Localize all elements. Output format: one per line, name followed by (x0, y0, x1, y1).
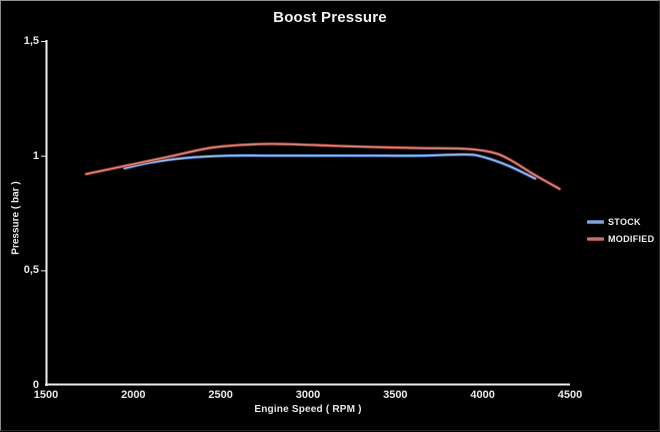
x-tick-label: 2500 (208, 389, 233, 401)
x-tick-label: 3500 (383, 389, 408, 401)
legend-item-stock: STOCK (587, 213, 654, 230)
x-tick-label: 4000 (470, 389, 495, 401)
y-tick-label: 1 (32, 149, 39, 162)
chart-title: Boost Pressure (273, 9, 387, 26)
legend-line-swatch-modified (587, 236, 604, 241)
y-tick-label: 0,5 (23, 264, 39, 277)
x-tick-label: 2000 (121, 389, 146, 401)
legend-item-modified: MODIFIED (587, 230, 654, 247)
x-tick-label: 1500 (33, 389, 59, 401)
y-tick-label: 1,5 (23, 35, 39, 47)
legend-label-stock: STOCK (608, 216, 641, 227)
x-tick-label: 4500 (557, 389, 583, 401)
series-modified-line (84, 142, 562, 191)
x-axis-title: Engine Speed ( RPM ) (254, 404, 362, 415)
y-axis-title-text: Pressure ( bar ) (10, 181, 22, 255)
y-tick-label: 0 (32, 379, 39, 391)
series-modified-line-core (85, 143, 561, 190)
series-stock-line-core (123, 153, 536, 180)
legend: STOCK MODIFIED (587, 213, 654, 247)
legend-label-modified: MODIFIED (608, 233, 655, 244)
legend-line-swatch-stock (587, 219, 604, 224)
x-tick-label: 3000 (295, 389, 321, 401)
